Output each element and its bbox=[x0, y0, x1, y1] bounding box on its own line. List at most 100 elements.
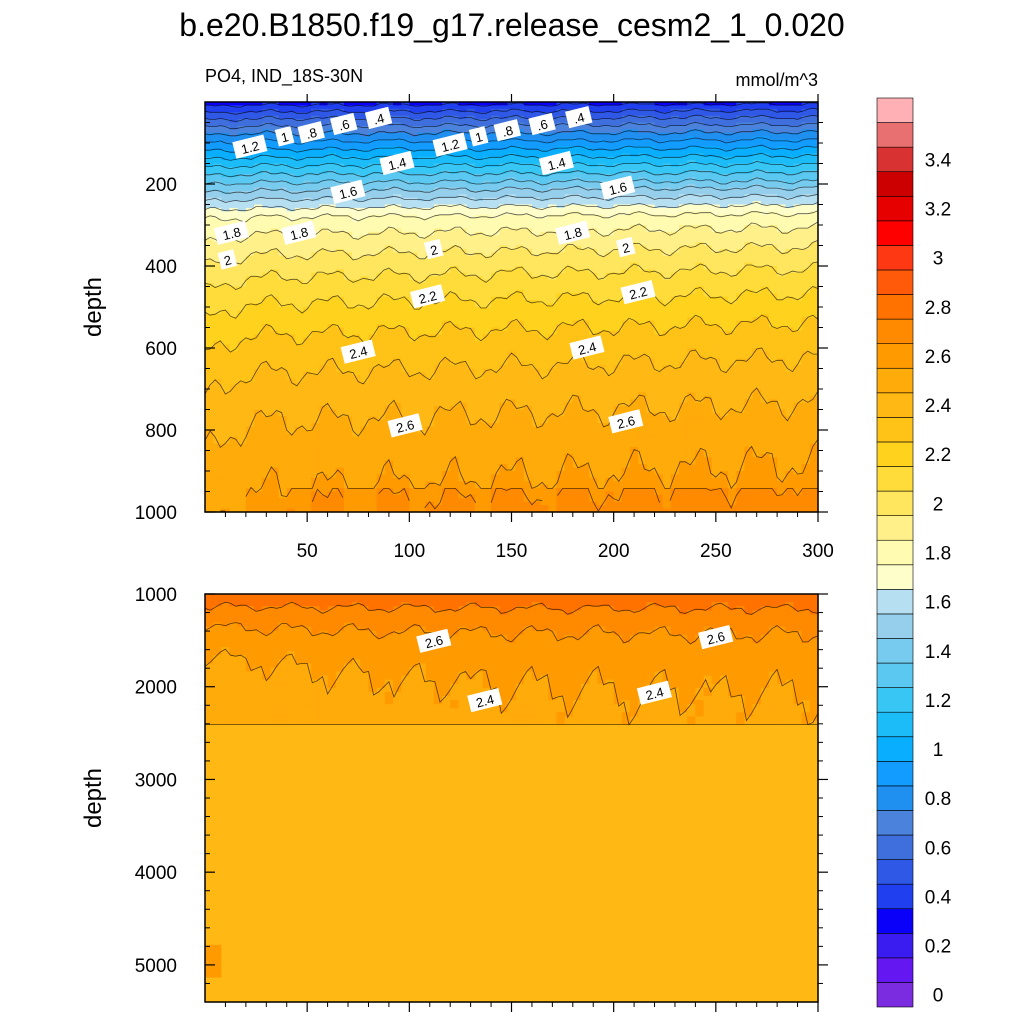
field-cell bbox=[768, 283, 778, 288]
field-cell bbox=[744, 173, 754, 178]
field-cell bbox=[580, 156, 590, 161]
field-cell bbox=[654, 136, 664, 141]
field-cell bbox=[352, 108, 361, 113]
field-cell bbox=[768, 163, 778, 168]
field-cell bbox=[335, 262, 345, 267]
field-cell bbox=[621, 262, 631, 267]
field-cell bbox=[777, 163, 786, 168]
field-cell bbox=[695, 160, 705, 165]
field-cell bbox=[205, 266, 214, 271]
field-cell bbox=[205, 105, 214, 110]
field-cell bbox=[417, 173, 427, 178]
field-cell bbox=[531, 112, 541, 117]
field-cell bbox=[482, 146, 492, 151]
field-cell bbox=[237, 238, 247, 243]
field-cell bbox=[417, 248, 427, 253]
field-cell bbox=[392, 143, 402, 148]
field-cell bbox=[621, 207, 631, 212]
field-cell bbox=[548, 190, 558, 195]
field-cell bbox=[327, 207, 337, 212]
field-cell bbox=[491, 170, 500, 175]
field-cell bbox=[801, 245, 811, 250]
field-cell bbox=[262, 184, 271, 189]
field-cell bbox=[221, 122, 231, 127]
field-cell bbox=[564, 303, 574, 308]
field-cell bbox=[303, 177, 312, 182]
field-cell bbox=[580, 180, 590, 185]
field-cell bbox=[474, 170, 484, 175]
field-cell bbox=[613, 166, 623, 171]
field-cell bbox=[270, 201, 280, 206]
field-cell bbox=[278, 125, 288, 130]
field-cell bbox=[760, 129, 770, 134]
field-cell bbox=[589, 177, 598, 182]
field-cell bbox=[368, 317, 378, 322]
field-cell bbox=[392, 283, 402, 288]
field-cell bbox=[450, 262, 459, 267]
field-cell bbox=[205, 317, 214, 322]
field-cell bbox=[311, 283, 321, 288]
field-cell bbox=[719, 170, 729, 175]
field-cell bbox=[785, 293, 795, 298]
field-cell bbox=[499, 252, 509, 257]
field-cell bbox=[801, 136, 811, 141]
field-cell bbox=[670, 105, 680, 110]
field-cell bbox=[221, 163, 231, 168]
field-cell bbox=[621, 136, 631, 141]
field-cell bbox=[466, 119, 476, 124]
field-cell bbox=[474, 201, 484, 206]
field-cell bbox=[785, 218, 795, 223]
field-cell bbox=[450, 276, 459, 281]
field-cell bbox=[589, 266, 598, 271]
field-cell bbox=[531, 160, 541, 165]
field-cell bbox=[335, 235, 345, 240]
field-cell bbox=[785, 235, 795, 240]
field-cell bbox=[531, 170, 541, 175]
field-cell bbox=[319, 163, 329, 168]
field-cell bbox=[205, 146, 214, 151]
field-cell bbox=[294, 166, 304, 171]
field-cell bbox=[499, 211, 509, 216]
field-cell bbox=[213, 125, 222, 130]
field-cell bbox=[687, 214, 696, 219]
field-cell bbox=[237, 245, 247, 250]
field-cell bbox=[654, 149, 664, 154]
field-cell bbox=[474, 119, 484, 124]
field-cell bbox=[458, 197, 468, 202]
field-cell bbox=[621, 231, 631, 236]
field-cell bbox=[572, 218, 582, 223]
field-cell bbox=[327, 242, 337, 247]
field-cell bbox=[392, 201, 402, 206]
field-cell bbox=[221, 108, 231, 113]
field-cell bbox=[311, 313, 321, 318]
field-cell bbox=[458, 170, 468, 175]
field-cell bbox=[343, 296, 353, 301]
field-cell bbox=[311, 156, 321, 161]
field-cell bbox=[319, 143, 329, 148]
field-cell bbox=[801, 187, 811, 192]
field-cell bbox=[679, 283, 688, 288]
field-cell bbox=[221, 207, 231, 212]
field-cell bbox=[294, 317, 304, 322]
field-cell bbox=[482, 313, 492, 318]
field-cell bbox=[809, 177, 819, 182]
field-cell bbox=[482, 177, 492, 182]
field-cell bbox=[221, 112, 231, 117]
field-cell bbox=[458, 163, 468, 168]
field-cell bbox=[352, 313, 361, 318]
field-cell bbox=[540, 153, 549, 158]
field-cell bbox=[540, 235, 549, 240]
field-cell bbox=[499, 207, 509, 212]
field-cell bbox=[343, 146, 353, 151]
field-cell bbox=[335, 313, 345, 318]
field-cell bbox=[360, 283, 370, 288]
field-cell bbox=[630, 190, 639, 195]
field-cell bbox=[466, 238, 476, 243]
field-cell bbox=[499, 286, 509, 291]
field-cell bbox=[368, 207, 378, 212]
field-cell bbox=[613, 112, 623, 117]
field-cell bbox=[417, 129, 427, 134]
variable-label: PO4, IND_18S-30N bbox=[205, 66, 363, 87]
field-cell bbox=[728, 317, 737, 322]
field-cell bbox=[621, 307, 631, 312]
